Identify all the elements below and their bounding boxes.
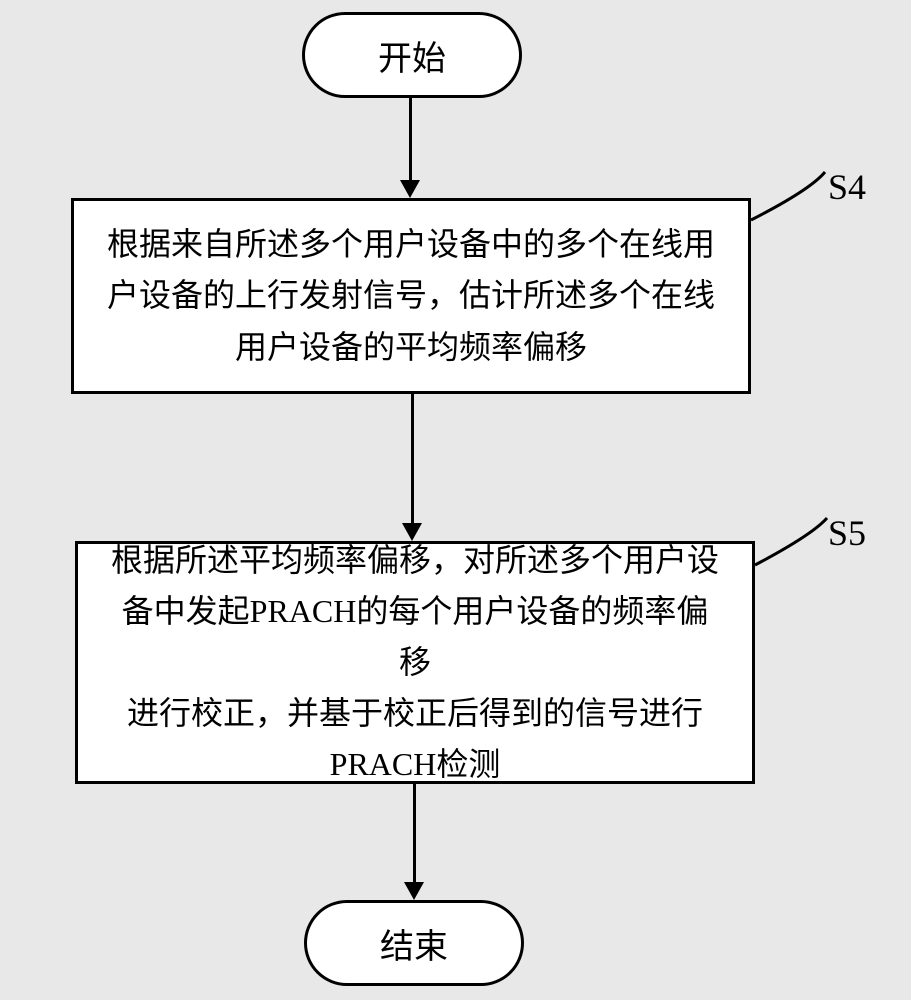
step-label-s4: S4: [828, 166, 866, 208]
edge-arrowhead: [400, 180, 420, 198]
process-s5: 根据所述平均频率偏移，对所述多个用户设 备中发起PRACH的每个用户设备的频率偏…: [75, 541, 755, 784]
start-terminal: 开始: [302, 12, 522, 98]
edge-line: [413, 784, 416, 882]
connector-s5: [0, 0, 911, 1000]
process-s4-text: 根据来自所述多个用户设备中的多个在线用 户设备的上行发射信号，估计所述多个在线 …: [107, 219, 715, 373]
end-label: 结束: [380, 919, 448, 968]
connector-s4: [0, 0, 911, 1000]
step-label-s5: S5: [828, 512, 866, 554]
edge-line: [409, 98, 412, 180]
edge-arrowhead: [404, 882, 424, 900]
flowchart-container: 开始 根据来自所述多个用户设备中的多个在线用 户设备的上行发射信号，估计所述多个…: [0, 0, 911, 1000]
end-terminal: 结束: [304, 900, 524, 986]
start-label: 开始: [378, 31, 446, 80]
process-s5-text: 根据所述平均频率偏移，对所述多个用户设 备中发起PRACH的每个用户设备的频率偏…: [108, 535, 722, 791]
process-s4: 根据来自所述多个用户设备中的多个在线用 户设备的上行发射信号，估计所述多个在线 …: [71, 198, 751, 394]
edge-line: [411, 394, 414, 523]
